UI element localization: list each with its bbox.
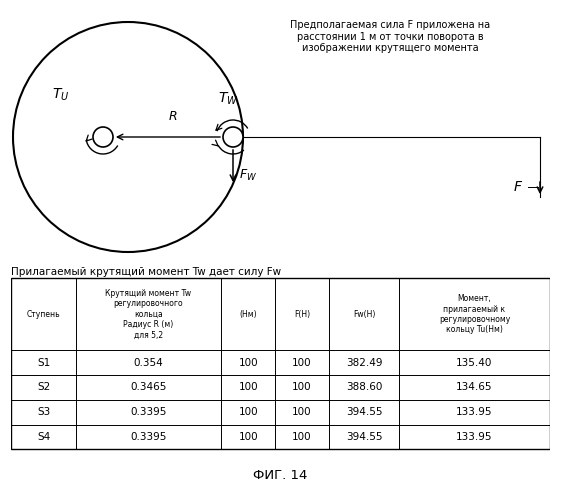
Text: $T_U$: $T_U$ bbox=[52, 87, 70, 103]
Text: 100: 100 bbox=[238, 407, 258, 417]
Text: Прилагаемый крутящий момент Tw дает силу Fw: Прилагаемый крутящий момент Tw дает силу… bbox=[11, 267, 282, 277]
Text: Fw(Н): Fw(Н) bbox=[353, 310, 375, 318]
Text: 388.60: 388.60 bbox=[346, 382, 382, 392]
Text: Крутящий момент Tw
регулировочного
кольца
Радиус R (м)
для 5,2: Крутящий момент Tw регулировочного кольц… bbox=[105, 289, 192, 340]
Text: Момент,
прилагаемый к
регулировочному
кольцу Tu(Нм): Момент, прилагаемый к регулировочному ко… bbox=[439, 294, 510, 335]
Text: S4: S4 bbox=[37, 432, 50, 442]
Text: 133.95: 133.95 bbox=[456, 407, 493, 417]
Text: (Нм): (Нм) bbox=[240, 310, 257, 318]
Text: S2: S2 bbox=[37, 382, 50, 392]
Text: 100: 100 bbox=[292, 432, 312, 442]
Text: 394.55: 394.55 bbox=[346, 432, 382, 442]
Text: 100: 100 bbox=[238, 382, 258, 392]
Text: 100: 100 bbox=[292, 382, 312, 392]
Text: S1: S1 bbox=[37, 358, 50, 368]
Text: 0.3395: 0.3395 bbox=[130, 432, 167, 442]
Text: 0.3465: 0.3465 bbox=[130, 382, 167, 392]
Circle shape bbox=[93, 127, 113, 147]
Text: 135.40: 135.40 bbox=[456, 358, 493, 368]
Text: 100: 100 bbox=[292, 358, 312, 368]
Text: F(Н): F(Н) bbox=[294, 310, 310, 318]
Circle shape bbox=[223, 127, 243, 147]
Text: $F_W$: $F_W$ bbox=[239, 168, 257, 182]
Text: R: R bbox=[169, 110, 177, 123]
Text: F: F bbox=[514, 180, 522, 194]
Text: S3: S3 bbox=[37, 407, 50, 417]
Text: 394.55: 394.55 bbox=[346, 407, 382, 417]
Text: 134.65: 134.65 bbox=[456, 382, 493, 392]
Text: 100: 100 bbox=[238, 358, 258, 368]
Text: 0.354: 0.354 bbox=[134, 358, 163, 368]
Text: 0.3395: 0.3395 bbox=[130, 407, 167, 417]
Text: Ступень: Ступень bbox=[27, 310, 61, 318]
Text: ФИГ. 14: ФИГ. 14 bbox=[254, 469, 307, 482]
Text: 133.95: 133.95 bbox=[456, 432, 493, 442]
Text: 382.49: 382.49 bbox=[346, 358, 382, 368]
Text: 100: 100 bbox=[238, 432, 258, 442]
Text: Предполагаемая сила F приложена на
расстоянии 1 м от точки поворота в
изображени: Предполагаемая сила F приложена на расст… bbox=[290, 20, 490, 53]
Text: $T_W$: $T_W$ bbox=[218, 91, 238, 107]
Text: 100: 100 bbox=[292, 407, 312, 417]
